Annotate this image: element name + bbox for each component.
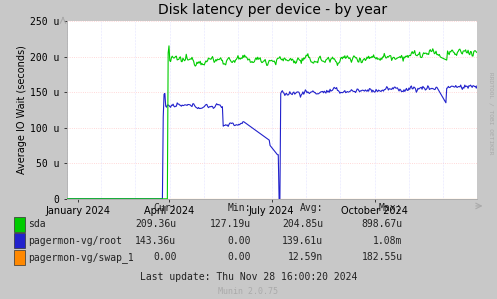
Text: RRDTOOL / TOBI OETIKER: RRDTOOL / TOBI OETIKER [489, 72, 494, 155]
Text: 182.55u: 182.55u [361, 252, 403, 262]
Text: 0.00: 0.00 [228, 236, 251, 246]
Text: 12.59n: 12.59n [288, 252, 323, 262]
Text: pagermon-vg/root: pagermon-vg/root [28, 236, 122, 246]
Y-axis label: Average IO Wait (seconds): Average IO Wait (seconds) [17, 45, 27, 174]
Text: 0.00: 0.00 [153, 252, 176, 262]
Title: Disk latency per device - by year: Disk latency per device - by year [158, 3, 387, 17]
Text: Munin 2.0.75: Munin 2.0.75 [219, 287, 278, 296]
Text: 0.00: 0.00 [228, 252, 251, 262]
Text: 898.67u: 898.67u [361, 219, 403, 229]
Text: sda: sda [28, 219, 46, 229]
Text: Cur:: Cur: [153, 203, 176, 213]
Text: 139.61u: 139.61u [282, 236, 323, 246]
Text: pagermon-vg/swap_1: pagermon-vg/swap_1 [28, 252, 134, 263]
Text: 127.19u: 127.19u [210, 219, 251, 229]
Text: Last update: Thu Nov 28 16:00:20 2024: Last update: Thu Nov 28 16:00:20 2024 [140, 271, 357, 282]
Text: 209.36u: 209.36u [135, 219, 176, 229]
Text: Min:: Min: [228, 203, 251, 213]
Text: 143.36u: 143.36u [135, 236, 176, 246]
Text: Max:: Max: [379, 203, 403, 213]
Text: 204.85u: 204.85u [282, 219, 323, 229]
Text: Avg:: Avg: [300, 203, 323, 213]
Text: 1.08m: 1.08m [373, 236, 403, 246]
